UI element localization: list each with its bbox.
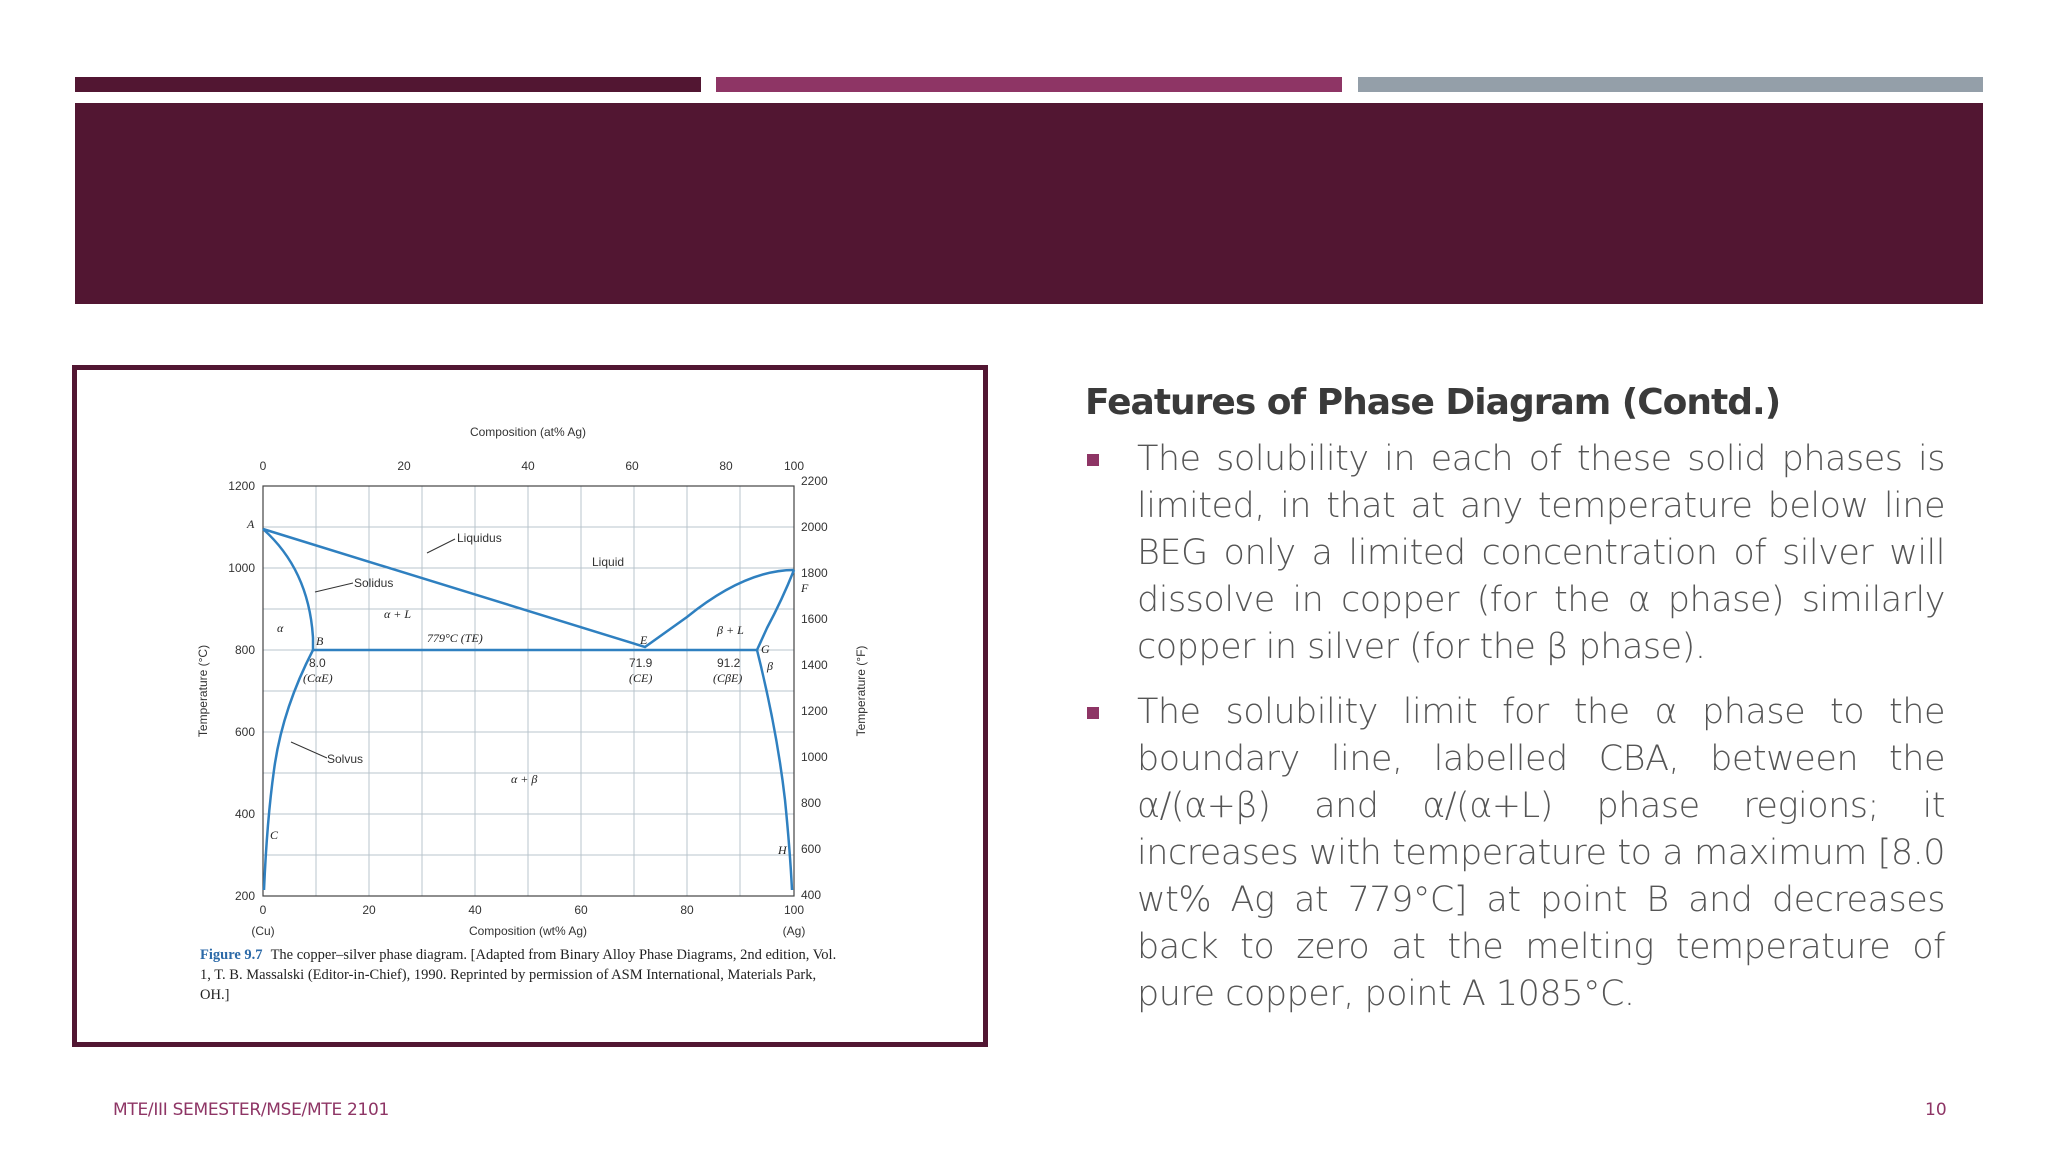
right-tick: 2200 <box>801 474 828 488</box>
page-number: 10 <box>1925 1100 1947 1120</box>
solvus-alpha-line <box>262 649 315 891</box>
right-tick: 1200 <box>801 704 828 718</box>
right-tick: 1400 <box>801 658 828 672</box>
region-beta: β <box>766 659 773 673</box>
bullet-item: The solubility limit for the α phase to … <box>1085 689 1946 1018</box>
region-alpha: α <box>277 621 284 635</box>
top-tick: 60 <box>625 459 639 473</box>
point-g: G <box>761 642 770 656</box>
bullet-square-icon <box>1087 707 1099 719</box>
top-tick: 80 <box>719 459 733 473</box>
right-tick: 400 <box>801 888 821 902</box>
composition-e: 71.9 <box>629 656 653 670</box>
label-solvus: Solvus <box>327 752 363 766</box>
left-axis-label: Temperature (°C) <box>196 645 210 737</box>
right-axis-label: Temperature (°F) <box>854 646 868 737</box>
bullet-text: The solubility limit for the α phase to … <box>1137 692 1946 1014</box>
region-liquid: Liquid <box>592 555 624 569</box>
bottom-tick: 20 <box>362 903 376 917</box>
bottom-tick: 60 <box>574 903 588 917</box>
liquidus-line <box>262 527 795 649</box>
label-eutectic-temperature: 779°C (TE) <box>427 631 483 645</box>
slide-heading: Features of Phase Diagram (Contd.) <box>1085 382 1781 423</box>
left-tick: 200 <box>235 889 255 903</box>
accent-bar-gray <box>1358 77 1983 92</box>
slide-content: Features of Phase Diagram (Contd.) The s… <box>1085 382 1946 1036</box>
bottom-tick: 100 <box>784 903 804 917</box>
accent-bar-magenta <box>716 77 1342 92</box>
composition-b: 8.0 <box>309 656 326 670</box>
phase-diagram-figure: Composition (at% Ag) 0 20 40 60 80 100 0… <box>72 365 988 1047</box>
grid <box>263 486 794 896</box>
top-axis-label: Composition (at% Ag) <box>470 425 586 439</box>
title-banner <box>75 103 1983 304</box>
solidus-beta-line <box>755 569 796 651</box>
label-solidus: Solidus <box>354 576 393 590</box>
composition-e-sub: (CE) <box>629 671 652 685</box>
phase-curves <box>262 527 796 891</box>
composition-b-sub: (CαE) <box>303 671 333 685</box>
figure-caption-text: The copper–silver phase diagram. [Adapte… <box>200 947 837 1003</box>
bottom-end-ag: (Ag) <box>783 924 806 938</box>
point-f: F <box>800 581 809 595</box>
right-tick: 1600 <box>801 612 828 626</box>
region-beta-liquid: β + L <box>716 623 744 637</box>
top-tick: 20 <box>397 459 411 473</box>
bullet-item: The solubility in each of these solid ph… <box>1085 436 1946 671</box>
composition-g-sub: (CβE) <box>713 671 742 685</box>
left-tick: 400 <box>235 807 255 821</box>
bottom-tick: 40 <box>468 903 482 917</box>
region-alpha-beta: α + β <box>511 772 537 786</box>
left-tick: 600 <box>235 725 255 739</box>
point-e: E <box>639 633 648 647</box>
phase-diagram-svg: Composition (at% Ag) 0 20 40 60 80 100 0… <box>196 425 868 938</box>
right-tick: 1000 <box>801 750 828 764</box>
figure-caption: Figure 9.7 The copper–silver phase diagra… <box>200 945 840 1005</box>
left-tick: 1000 <box>228 561 255 575</box>
solidus-alpha-line <box>262 528 315 650</box>
footer-course: MTE/III SEMESTER/MSE/MTE 2101 <box>113 1100 390 1120</box>
label-liquidus: Liquidus <box>457 531 502 545</box>
bottom-axis-label: Composition (wt% Ag) <box>469 924 587 938</box>
accent-bar-dark <box>75 77 701 92</box>
bottom-end-cu: (Cu) <box>251 924 274 938</box>
bottom-tick: 0 <box>260 903 267 917</box>
plot-border <box>262 485 795 897</box>
top-tick: 100 <box>784 459 804 473</box>
point-a: A <box>246 517 255 531</box>
bullet-text: The solubility in each of these solid ph… <box>1137 439 1946 667</box>
point-h: H <box>777 843 788 857</box>
bullet-list: The solubility in each of these solid ph… <box>1085 436 1946 1018</box>
right-tick: 800 <box>801 796 821 810</box>
point-b: B <box>316 634 324 648</box>
top-tick: 0 <box>260 459 267 473</box>
right-tick: 2000 <box>801 520 828 534</box>
left-tick: 1200 <box>228 479 255 493</box>
bullet-square-icon <box>1087 454 1099 466</box>
composition-g: 91.2 <box>717 656 741 670</box>
region-alpha-liquid: α + L <box>384 607 411 621</box>
top-tick: 40 <box>521 459 535 473</box>
point-c: C <box>270 828 279 842</box>
solvus-beta-line <box>755 649 794 891</box>
left-tick: 800 <box>235 643 255 657</box>
right-tick: 600 <box>801 842 821 856</box>
bottom-tick: 80 <box>680 903 694 917</box>
figure-number: Figure 9.7 <box>200 947 263 963</box>
right-tick: 1800 <box>801 566 828 580</box>
